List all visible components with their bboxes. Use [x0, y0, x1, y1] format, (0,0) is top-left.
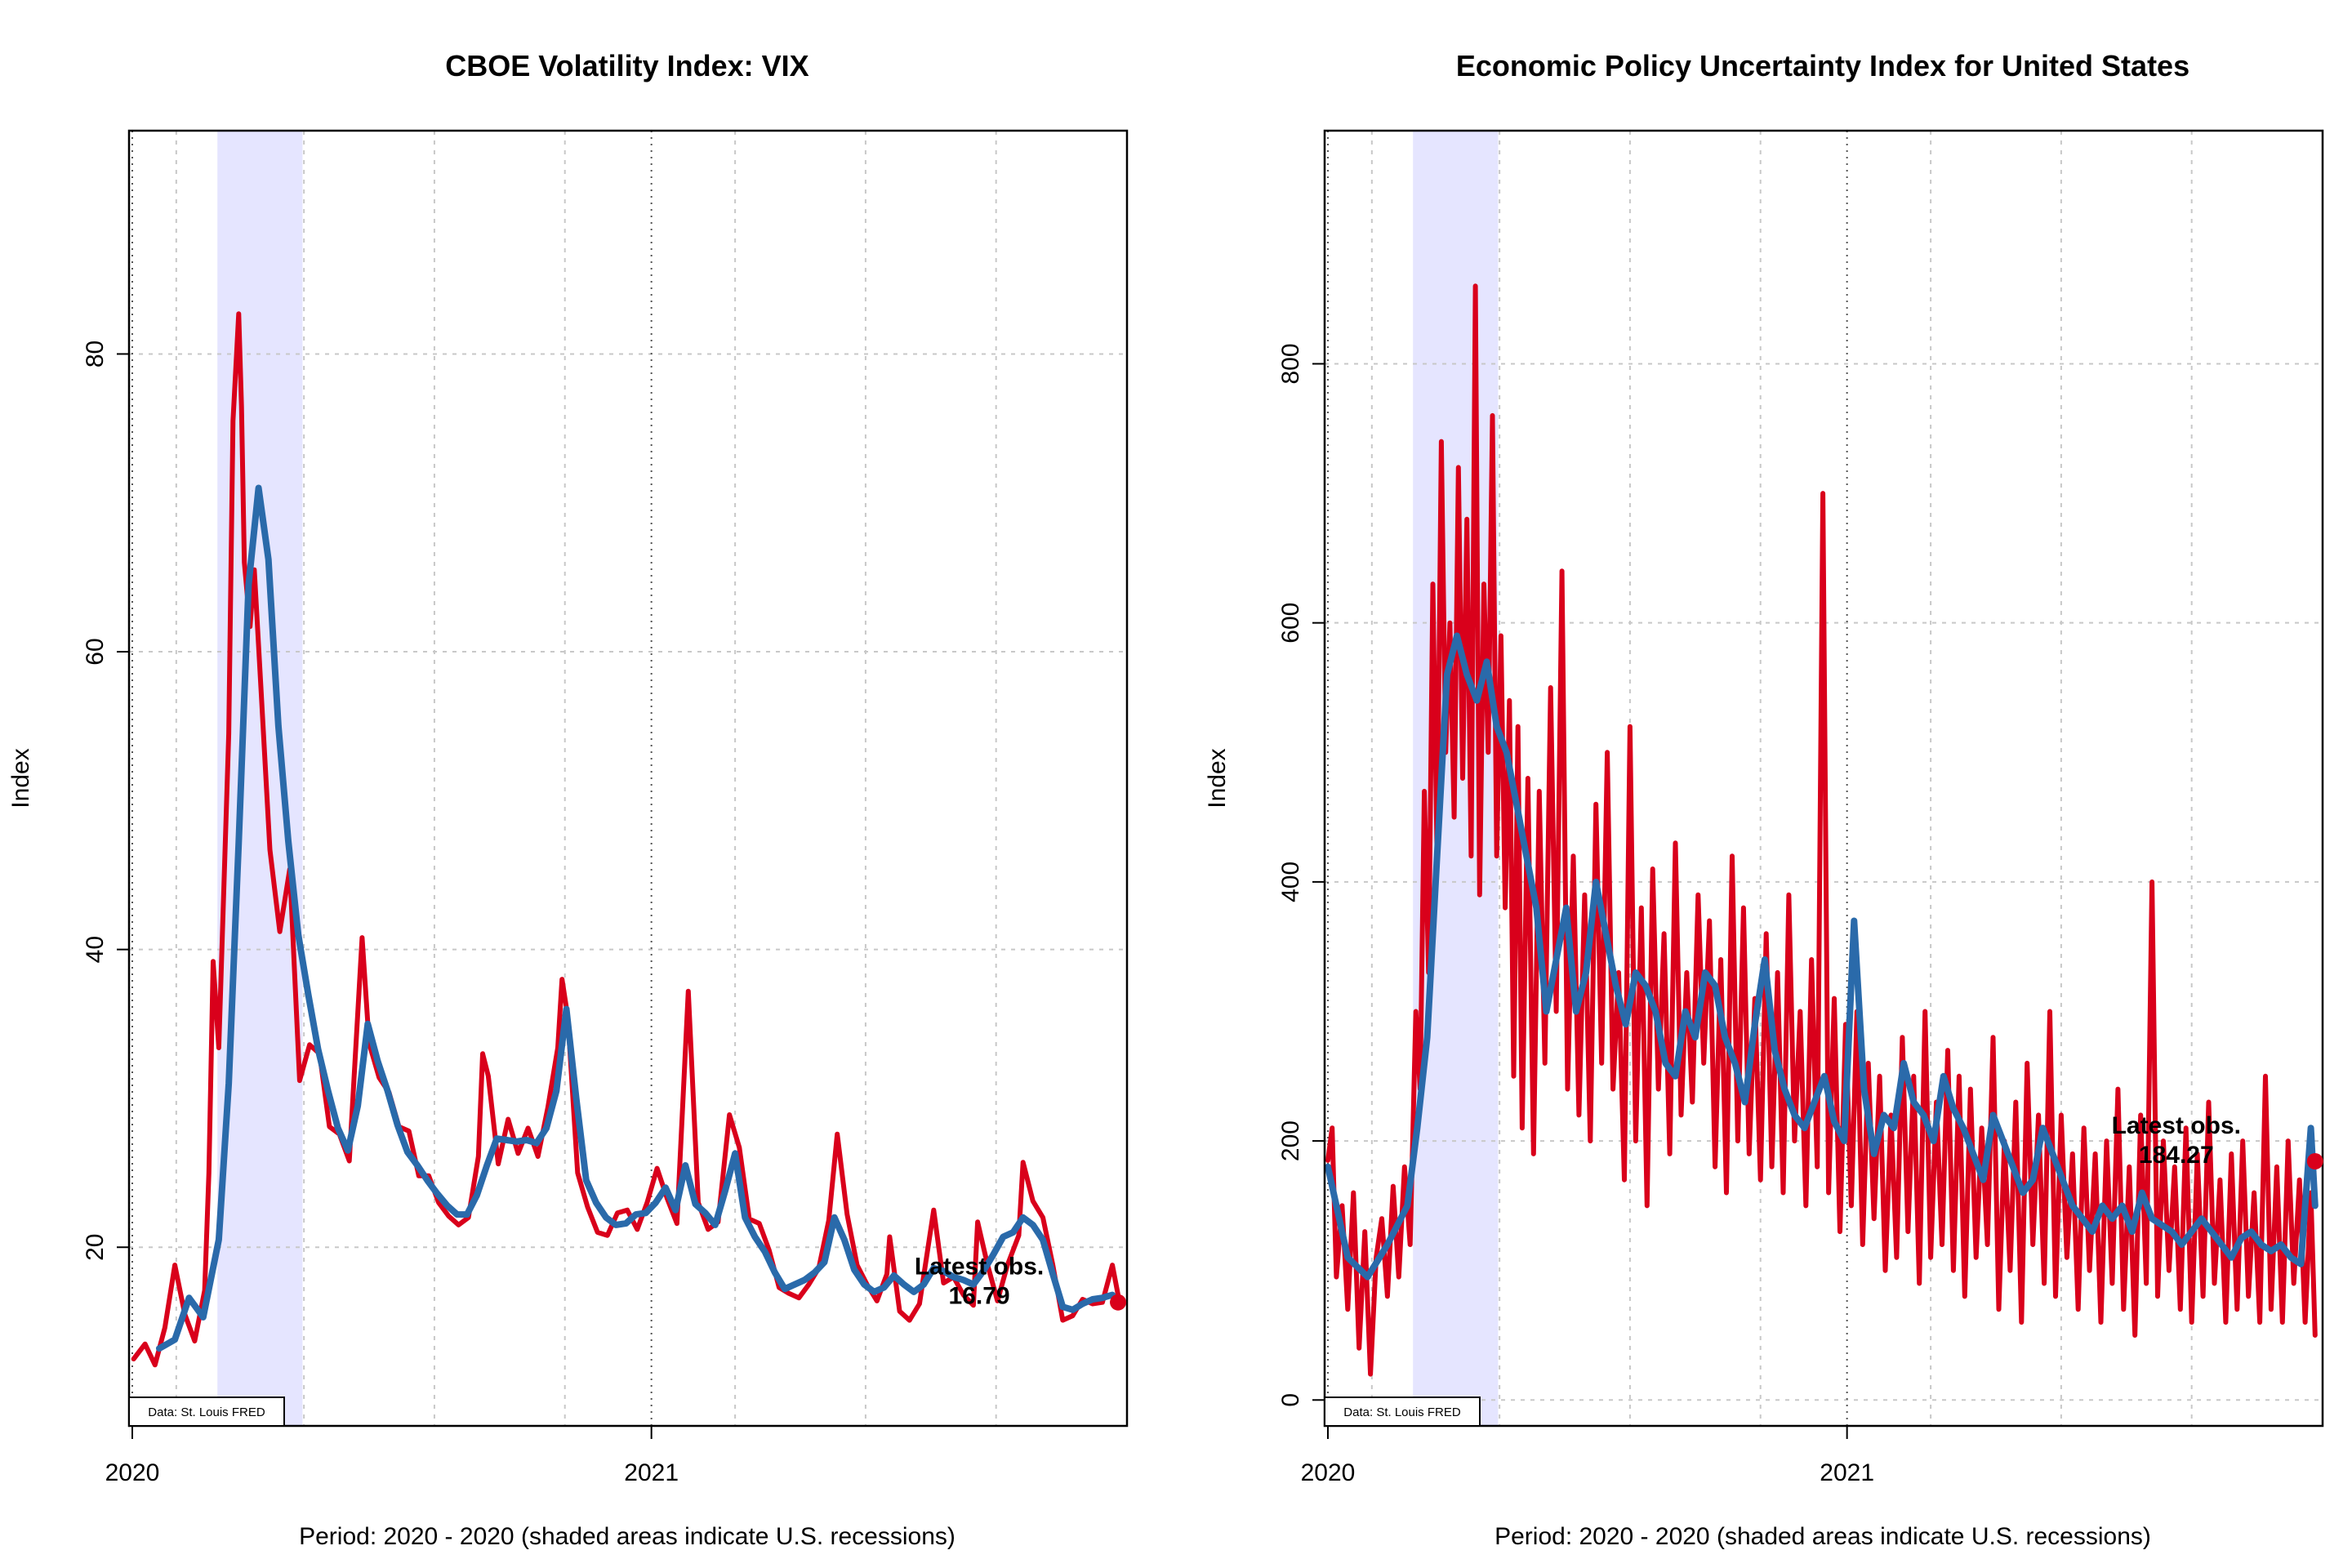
- vix-x-tick-label: 2020: [105, 1459, 160, 1486]
- vix-latest-label: Latest obs.: [915, 1254, 1044, 1281]
- epu-y-axis-label: Index: [1204, 748, 1231, 808]
- vix-panel: CBOE Volatility Index: VIX 20 40 60 80 2020…: [7, 49, 1129, 1550]
- epu-panel: Economic Policy Uncertainty Index for Un…: [1204, 49, 2324, 1550]
- vix-x-axis-label: Period: 2020 - 2020 (shaded areas indica…: [299, 1523, 956, 1550]
- epu-y-tick-label: 800: [1277, 343, 1304, 384]
- epu-x-tick-label: 2020: [1301, 1459, 1356, 1486]
- vix-source-box: [128, 1396, 285, 1427]
- epu-plot-frame: [1323, 129, 2324, 1428]
- vix-x-axis: 2020 2021: [105, 1426, 679, 1486]
- epu-y-tick-label: 600: [1277, 603, 1304, 644]
- epu-y-axis: 0 200 400 600 800: [1277, 343, 1325, 1407]
- epu-y-tick-label: 0: [1277, 1393, 1304, 1407]
- vix-y-axis: 20 40 60 80: [82, 341, 129, 1261]
- epu-y-tick-label: 400: [1277, 862, 1304, 902]
- vix-y-tick-label: 60: [82, 638, 109, 665]
- epu-chart-title: Economic Policy Uncertainty Index for Un…: [1456, 49, 2189, 82]
- vix-y-tick-label: 20: [82, 1234, 109, 1261]
- epu-latest-point: [2306, 1153, 2323, 1170]
- epu-x-axis: 2020 2021: [1301, 1426, 1874, 1486]
- epu-source-box: [1324, 1396, 1481, 1427]
- vix-grid: [129, 131, 1127, 1426]
- vix-plot-background: [217, 131, 303, 1426]
- epu-x-tick-label: 2021: [1820, 1459, 1874, 1486]
- epu-latest-value: 184.27: [2139, 1142, 2214, 1169]
- epu-smoothed-line: [1325, 632, 2319, 1281]
- vix-smoothed-line: [156, 484, 1116, 1352]
- epu-source-note: Data: St. Louis FRED: [1343, 1405, 1461, 1419]
- epu-series-line: [1325, 283, 2318, 1377]
- vix-y-axis-label: Index: [7, 748, 34, 808]
- vix-y-tick-label: 40: [82, 936, 109, 963]
- vix-plot-frame: [127, 129, 1129, 1428]
- vix-chart-title: CBOE Volatility Index: VIX: [445, 49, 808, 82]
- vix-recession-shading: [217, 131, 303, 1426]
- epu-x-axis-label: Period: 2020 - 2020 (shaded areas indica…: [1494, 1523, 2151, 1550]
- epu-latest-label: Latest obs.: [2112, 1112, 2241, 1139]
- vix-latest-point: [1110, 1294, 1127, 1311]
- vix-x-tick-label: 2021: [624, 1459, 679, 1486]
- vix-source-note: Data: St. Louis FRED: [148, 1405, 265, 1419]
- vix-y-tick-label: 80: [82, 341, 109, 368]
- vix-latest-value: 16.79: [949, 1283, 1010, 1310]
- epu-y-tick-label: 200: [1277, 1120, 1304, 1161]
- vix-series-lines: [131, 311, 1121, 1368]
- epu-series-lines: [1325, 283, 2319, 1377]
